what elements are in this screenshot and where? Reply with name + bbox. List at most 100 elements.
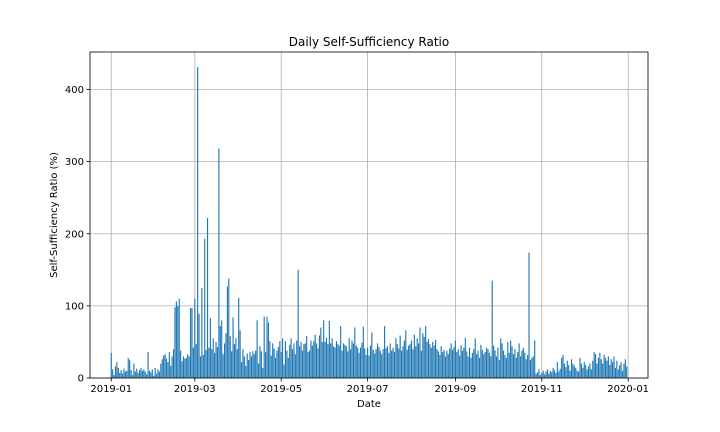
bar [116, 362, 118, 378]
bar [607, 356, 609, 378]
bar [130, 370, 132, 378]
bar [576, 370, 578, 378]
bar [209, 318, 211, 378]
y-tick-label: 300 [65, 157, 84, 168]
bar [573, 365, 575, 378]
bar [342, 343, 345, 378]
bar [139, 370, 141, 378]
bar [454, 340, 456, 378]
bar [398, 348, 400, 378]
bar [361, 342, 363, 378]
bar [542, 370, 544, 378]
bar [481, 349, 483, 378]
bar [468, 347, 471, 378]
bar [426, 341, 428, 378]
bar [501, 343, 503, 378]
bar [287, 357, 289, 378]
y-tick-label: 0 [78, 374, 84, 385]
bar [175, 301, 177, 378]
bar [562, 354, 564, 378]
bar [493, 345, 495, 378]
bar [313, 341, 315, 378]
bar [362, 326, 364, 378]
bar [531, 357, 533, 378]
bar [444, 356, 447, 378]
bar [141, 370, 143, 378]
bar [590, 369, 592, 378]
bar [191, 308, 193, 378]
bar [316, 343, 318, 378]
bar [491, 280, 493, 378]
bar [218, 148, 220, 378]
bar [199, 356, 202, 378]
bar [612, 362, 614, 378]
bar [263, 316, 265, 378]
bar [279, 341, 281, 378]
bar [206, 217, 209, 378]
bar [188, 356, 190, 378]
bar [357, 347, 359, 378]
x-tick-label: 2019-03 [174, 384, 216, 395]
bar [189, 308, 192, 378]
bar [595, 354, 597, 378]
bar [461, 350, 464, 378]
x-tick-label: 2019-07 [347, 384, 389, 395]
bar [536, 372, 539, 378]
bar [284, 341, 287, 378]
bar [165, 358, 168, 378]
bar [602, 363, 604, 378]
bar [483, 354, 485, 378]
bar [259, 346, 261, 378]
x-tick-label: 2020-01 [607, 384, 649, 395]
bar [500, 338, 502, 378]
bar [592, 360, 594, 378]
bar [347, 351, 349, 378]
bar [617, 369, 619, 378]
bar [549, 370, 551, 378]
bar [563, 363, 566, 378]
bar [157, 369, 159, 378]
bar [568, 365, 570, 378]
ticks-layer: 0 100 200 300 400 2019-01 2019-03 2019-05 2019-0… [65, 85, 649, 395]
bar [235, 338, 237, 378]
bar [201, 287, 203, 378]
bar [534, 340, 536, 378]
bar [337, 344, 339, 378]
bar [403, 340, 405, 378]
bar [504, 354, 506, 378]
bar [344, 344, 346, 378]
bar [226, 286, 228, 378]
bar [113, 375, 115, 378]
bar [378, 346, 380, 378]
bar [384, 326, 386, 378]
bar [192, 347, 194, 378]
bar [150, 372, 152, 378]
bar [359, 347, 362, 378]
bar [443, 349, 445, 378]
bar [195, 344, 197, 378]
bar [256, 320, 258, 378]
bar [423, 336, 425, 378]
bar [255, 350, 257, 378]
bar [134, 371, 136, 378]
bar [208, 347, 210, 378]
bars-layer [110, 67, 628, 378]
bar [410, 340, 413, 378]
bar [338, 345, 340, 378]
bar [174, 307, 176, 378]
y-axis-title: Self-Sufficiency Ratio (%) [49, 152, 60, 278]
bar [293, 343, 295, 378]
bar [274, 357, 277, 378]
bar [228, 278, 230, 378]
bar [508, 352, 510, 378]
bar [606, 360, 608, 378]
bar [613, 356, 615, 378]
bar [222, 354, 224, 378]
bar [350, 349, 352, 378]
bar [299, 346, 301, 378]
bar [225, 333, 227, 378]
bar [587, 366, 590, 378]
bar [136, 368, 138, 378]
bar [494, 350, 496, 378]
bar [197, 67, 199, 378]
